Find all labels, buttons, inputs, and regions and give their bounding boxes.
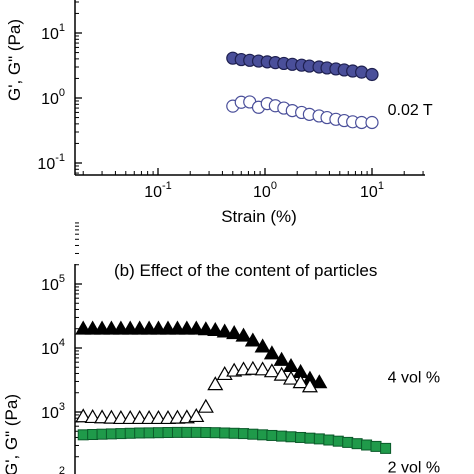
data-point [219, 427, 231, 439]
data-point [171, 426, 183, 438]
data-point [115, 428, 127, 440]
data-point [295, 431, 307, 443]
data-point [159, 320, 177, 335]
data-point [162, 427, 174, 439]
data-point [282, 370, 300, 385]
x-tick-label: 101 [360, 180, 384, 201]
data-point [323, 434, 335, 446]
data-point [313, 433, 325, 445]
panel-a-annotations: 0.02 T0.2 T [388, 102, 433, 119]
panel-a-points [226, 51, 379, 130]
y-tick-label: 103 [41, 401, 65, 422]
data-point [197, 321, 214, 336]
data-point [332, 435, 344, 447]
x-tick-label: 10-1 [144, 180, 172, 201]
series-annotation: 4 vol % [388, 369, 440, 386]
data-point [263, 345, 280, 360]
data-point [143, 427, 155, 439]
panel-b-annotations: 4 vol % 2 vol % [388, 369, 440, 474]
data-point [228, 427, 240, 439]
data-point [207, 321, 224, 337]
data-point [150, 320, 167, 335]
panel-a-y-axis-label: G', G" (Pa) [5, 19, 24, 101]
data-point [311, 374, 328, 389]
data-point [103, 320, 120, 335]
data-point [190, 426, 202, 438]
data-point [257, 429, 269, 441]
panel-b-points [75, 320, 392, 454]
data-point [122, 320, 139, 335]
panel-a-x-axis-label: Strain (%) [221, 207, 297, 226]
data-point [216, 323, 233, 338]
data-point [285, 431, 297, 443]
y-tick-label: 104 [41, 337, 65, 358]
data-point [244, 332, 261, 347]
data-point [301, 378, 318, 393]
panel-b-ticks: 2 103 104 105 [41, 222, 82, 474]
data-point [235, 327, 252, 342]
data-point [150, 409, 167, 425]
y-tick-label: 105 [41, 273, 65, 294]
series-annotation: 2 vol % [388, 460, 440, 474]
data-point [122, 409, 139, 425]
data-point [131, 320, 148, 335]
data-point [273, 366, 290, 381]
y-tick-label: 2 [59, 465, 65, 474]
data-point [254, 361, 271, 376]
x-tick-label: 100 [253, 180, 277, 201]
data-point [244, 360, 261, 375]
data-point [365, 67, 379, 82]
data-point [370, 440, 382, 452]
data-point [304, 432, 316, 444]
data-point [263, 363, 280, 378]
data-point [254, 338, 271, 353]
data-point [351, 438, 363, 450]
data-point [77, 429, 89, 441]
data-point [178, 320, 195, 335]
data-point [247, 428, 259, 440]
data-point [94, 409, 111, 424]
data-point [152, 427, 164, 439]
data-point [200, 427, 212, 439]
panel-b-y-axis-label: G', G" (Pa) [2, 394, 21, 474]
data-point [292, 374, 309, 389]
data-point [207, 376, 224, 391]
data-point [131, 409, 148, 425]
data-point [238, 428, 250, 440]
series-annotation: 0.02 T [388, 102, 433, 119]
data-point [226, 325, 243, 340]
data-point [103, 409, 120, 424]
data-point [365, 115, 379, 130]
data-point [188, 320, 205, 335]
data-point [342, 436, 354, 448]
y-tick-label: 100 [41, 87, 65, 108]
data-point [181, 426, 193, 438]
data-point [87, 429, 99, 441]
data-point [197, 398, 214, 413]
data-point [96, 428, 108, 440]
data-point [124, 427, 136, 439]
data-point [380, 442, 392, 454]
data-point [209, 427, 221, 439]
data-point [75, 408, 92, 423]
data-point [188, 407, 205, 423]
data-point [273, 351, 290, 366]
data-point [134, 427, 146, 439]
data-point [105, 428, 117, 440]
data-point [266, 429, 278, 441]
panel-b-title: (b) Effect of the content of particles [114, 261, 377, 280]
panel-b: (b) Effect of the content of particles 2… [2, 222, 440, 474]
data-point [276, 430, 288, 442]
y-tick-label: 101 [41, 22, 65, 43]
data-point [84, 408, 101, 424]
data-point [361, 439, 373, 451]
y-tick-label: 10-1 [37, 152, 65, 173]
